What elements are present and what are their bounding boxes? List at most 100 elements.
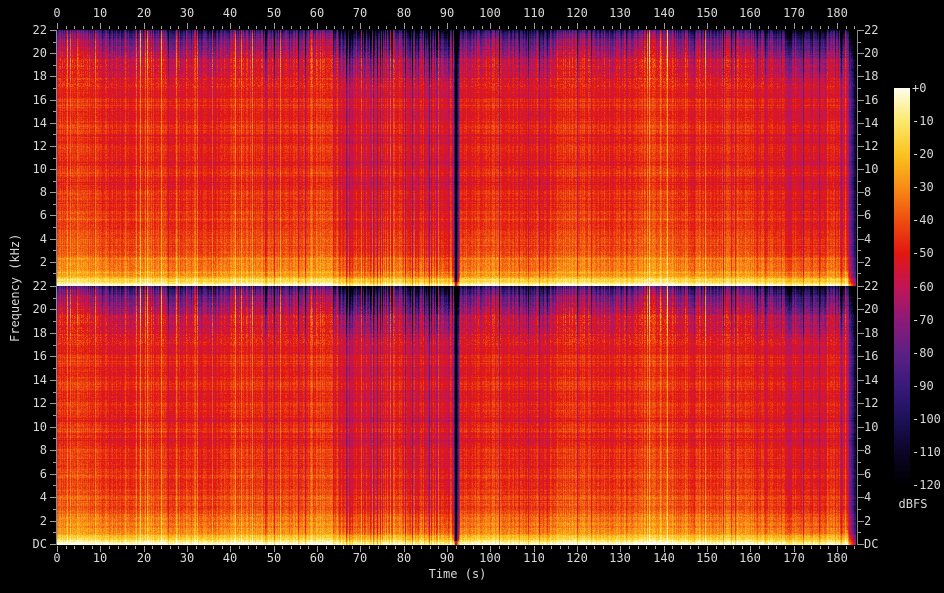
axis-tick xyxy=(858,356,864,357)
axis-tick xyxy=(204,26,205,29)
axis-tick xyxy=(629,26,630,29)
time-tick-label-top: 40 xyxy=(222,6,238,20)
axis-tick xyxy=(603,546,604,549)
frequency-tick-label-right: 18 xyxy=(864,69,879,83)
frequency-tick-label-right: 16 xyxy=(864,93,879,107)
axis-tick xyxy=(326,546,327,549)
axis-tick xyxy=(646,546,647,549)
axis-tick xyxy=(109,546,110,549)
axis-tick xyxy=(858,76,864,77)
axis-tick xyxy=(858,181,861,182)
axis-tick xyxy=(50,215,56,216)
axis-tick xyxy=(118,546,119,549)
axis-tick xyxy=(858,427,864,428)
frequency-tick-label-left: 6 xyxy=(39,208,47,222)
axis-tick xyxy=(369,546,370,549)
time-tick-label-bottom: 100 xyxy=(479,551,501,565)
axis-tick xyxy=(222,26,223,29)
axis-tick xyxy=(858,42,861,43)
spectrogram-channel-2 xyxy=(57,286,856,545)
axis-tick xyxy=(858,158,861,159)
axis-tick xyxy=(837,546,838,552)
axis-tick xyxy=(50,309,56,310)
axis-tick xyxy=(655,546,656,549)
frequency-tick-label-left: 18 xyxy=(32,69,47,83)
axis-tick xyxy=(386,546,387,549)
frequency-tick-label-right: 20 xyxy=(864,302,879,316)
axis-tick xyxy=(858,497,864,498)
axis-tick xyxy=(291,26,292,29)
axis-tick xyxy=(161,546,162,549)
axis-tick xyxy=(724,26,725,29)
axis-tick xyxy=(542,26,543,29)
axis-tick xyxy=(858,134,861,135)
frequency-tick-label-right: DC xyxy=(864,537,879,551)
axis-tick xyxy=(53,415,56,416)
axis-tick xyxy=(343,26,344,29)
axis-tick xyxy=(858,438,861,439)
time-tick-label-bottom: 180 xyxy=(826,551,848,565)
axis-tick xyxy=(858,30,864,31)
axis-tick xyxy=(421,26,422,29)
axis-tick xyxy=(858,286,864,287)
axis-tick xyxy=(785,26,786,29)
axis-tick xyxy=(53,65,56,66)
axis-tick xyxy=(74,26,75,29)
axis-tick xyxy=(53,532,56,533)
axis-tick xyxy=(858,403,864,404)
axis-tick xyxy=(858,111,861,112)
frequency-tick-label-right: 10 xyxy=(864,420,879,434)
time-tick-label-bottom: 70 xyxy=(352,551,368,565)
right-axis-line xyxy=(857,30,858,545)
frequency-tick-label-left: 12 xyxy=(32,396,47,410)
axis-tick xyxy=(53,250,56,251)
axis-tick xyxy=(50,521,56,522)
axis-tick xyxy=(858,474,864,475)
axis-tick xyxy=(568,26,569,29)
axis-tick xyxy=(144,23,145,29)
frequency-tick-label-right: 4 xyxy=(864,232,872,246)
axis-tick xyxy=(586,26,587,29)
frequency-tick-label-right: 12 xyxy=(864,396,879,410)
axis-tick xyxy=(759,26,760,29)
colorbar-title: dBFS xyxy=(898,497,928,511)
axis-tick xyxy=(698,546,699,549)
frequency-tick-label-right: 18 xyxy=(864,326,879,340)
axis-tick xyxy=(53,509,56,510)
axis-tick xyxy=(858,462,861,463)
axis-tick xyxy=(100,546,101,552)
axis-tick xyxy=(308,546,309,549)
axis-tick xyxy=(161,26,162,29)
time-tick-label-bottom: 60 xyxy=(309,551,325,565)
axis-tick xyxy=(698,26,699,29)
axis-tick xyxy=(50,497,56,498)
frequency-tick-label-left: 4 xyxy=(39,232,47,246)
axis-tick xyxy=(655,26,656,29)
axis-tick xyxy=(53,88,56,89)
axis-tick xyxy=(858,100,864,101)
axis-tick xyxy=(858,53,864,54)
frequency-tick-label-right: 2 xyxy=(864,514,872,528)
axis-tick xyxy=(53,392,56,393)
axis-tick xyxy=(681,546,682,549)
colorbar-tick-label: -70 xyxy=(912,313,934,327)
axis-tick xyxy=(858,169,864,170)
frequency-tick-label-left: 2 xyxy=(39,255,47,269)
axis-tick xyxy=(629,546,630,549)
axis-tick xyxy=(858,544,864,545)
time-tick-label-bottom: 80 xyxy=(396,551,412,565)
axis-tick xyxy=(412,546,413,549)
axis-tick xyxy=(612,26,613,29)
axis-tick xyxy=(53,485,56,486)
axis-tick xyxy=(785,546,786,549)
colorbar-tick-label: -120 xyxy=(912,478,941,492)
time-tick-label-top: 80 xyxy=(396,6,412,20)
axis-tick xyxy=(594,546,595,549)
colorbar-tick-label: -80 xyxy=(912,346,934,360)
axis-tick xyxy=(74,546,75,549)
axis-tick xyxy=(230,23,231,29)
axis-tick xyxy=(50,380,56,381)
axis-tick xyxy=(664,546,665,552)
axis-tick xyxy=(239,26,240,29)
